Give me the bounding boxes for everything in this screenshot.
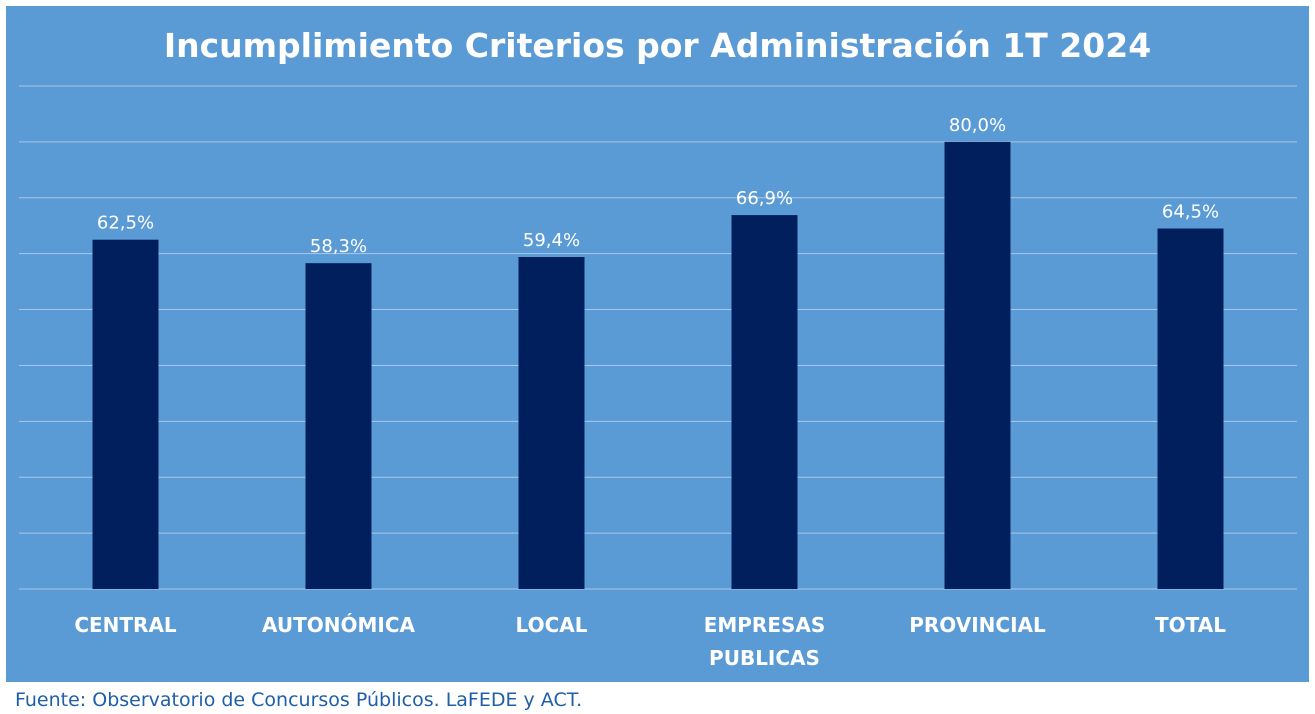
category-label: PUBLICAS [709,646,820,670]
category-label: CENTRAL [74,613,177,637]
bar-chart: 62,5% 58,3% 59,4% 66,9% 80,0% 64,5% CENTRAL AU… [19,85,1297,670]
category-labels: CENTRAL AUTONÓMICA LOCAL EMPRESAS PUBLICAS PR… [74,613,1226,670]
data-label: 66,9% [736,188,793,209]
bar [92,239,159,589]
bar [731,215,798,589]
data-label: 62,5% [97,213,154,234]
source-note: Fuente: Observatorio de Concursos Públic… [15,689,583,711]
bars [92,141,1224,589]
data-label: 59,4% [523,230,580,251]
data-labels: 62,5% 58,3% 59,4% 66,9% 80,0% 64,5% [97,115,1219,257]
category-label: TOTAL [1155,613,1226,637]
category-label: AUTONÓMICA [262,613,416,637]
chart-panel: Incumplimiento Criterios por Administrac… [6,6,1309,682]
category-label: PROVINCIAL [909,613,1046,637]
bar [518,257,585,589]
bar [944,141,1011,589]
data-label: 64,5% [1162,202,1219,223]
data-label: 58,3% [310,236,367,257]
category-label: EMPRESAS [704,613,826,637]
chart-title: Incumplimiento Criterios por Administrac… [163,26,1152,65]
bar [1157,228,1224,589]
data-label: 80,0% [949,115,1006,136]
category-label: LOCAL [516,613,588,637]
bar [305,263,372,589]
gridlines [19,85,1297,590]
